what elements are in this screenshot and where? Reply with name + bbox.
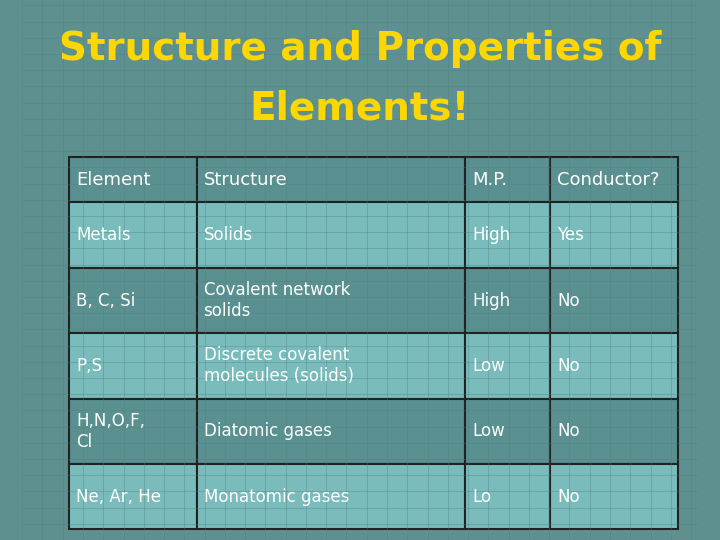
Bar: [465, 399, 550, 464]
Bar: [550, 157, 678, 202]
Bar: [197, 157, 465, 202]
Text: Elements!: Elements!: [250, 89, 470, 127]
Text: Metals: Metals: [76, 226, 131, 244]
Bar: [465, 157, 550, 202]
Bar: [465, 464, 550, 529]
Bar: [197, 268, 465, 333]
Text: P,S: P,S: [76, 357, 102, 375]
Text: Structure and Properties of: Structure and Properties of: [59, 30, 661, 68]
Text: Covalent network
solids: Covalent network solids: [204, 281, 350, 320]
Bar: [550, 202, 678, 268]
Text: Low: Low: [472, 357, 505, 375]
Text: No: No: [557, 292, 580, 309]
Bar: [550, 399, 678, 464]
Text: No: No: [557, 357, 580, 375]
Bar: [465, 268, 550, 333]
Text: Element: Element: [76, 171, 150, 188]
Bar: [70, 157, 197, 202]
Bar: [70, 464, 197, 529]
Text: Ne, Ar, He: Ne, Ar, He: [76, 488, 161, 505]
Text: B, C, Si: B, C, Si: [76, 292, 135, 309]
Text: High: High: [472, 226, 510, 244]
Text: High: High: [472, 292, 510, 309]
Bar: [197, 399, 465, 464]
Text: Yes: Yes: [557, 226, 584, 244]
Bar: [550, 464, 678, 529]
Text: Discrete covalent
molecules (solids): Discrete covalent molecules (solids): [204, 347, 354, 385]
Bar: [550, 333, 678, 399]
Bar: [70, 202, 197, 268]
Text: Low: Low: [472, 422, 505, 440]
Text: Structure: Structure: [204, 171, 287, 188]
Bar: [70, 399, 197, 464]
Text: Monatomic gases: Monatomic gases: [204, 488, 349, 505]
Text: Conductor?: Conductor?: [557, 171, 660, 188]
Bar: [70, 333, 197, 399]
Text: M.P.: M.P.: [472, 171, 508, 188]
Bar: [70, 268, 197, 333]
Bar: [197, 202, 465, 268]
Bar: [197, 333, 465, 399]
Bar: [197, 464, 465, 529]
Bar: [550, 268, 678, 333]
Bar: [465, 333, 550, 399]
Text: Diatomic gases: Diatomic gases: [204, 422, 331, 440]
Text: No: No: [557, 488, 580, 505]
Text: No: No: [557, 422, 580, 440]
Text: Lo: Lo: [472, 488, 491, 505]
Text: H,N,O,F,
Cl: H,N,O,F, Cl: [76, 412, 145, 450]
Bar: [465, 202, 550, 268]
Text: Solids: Solids: [204, 226, 253, 244]
